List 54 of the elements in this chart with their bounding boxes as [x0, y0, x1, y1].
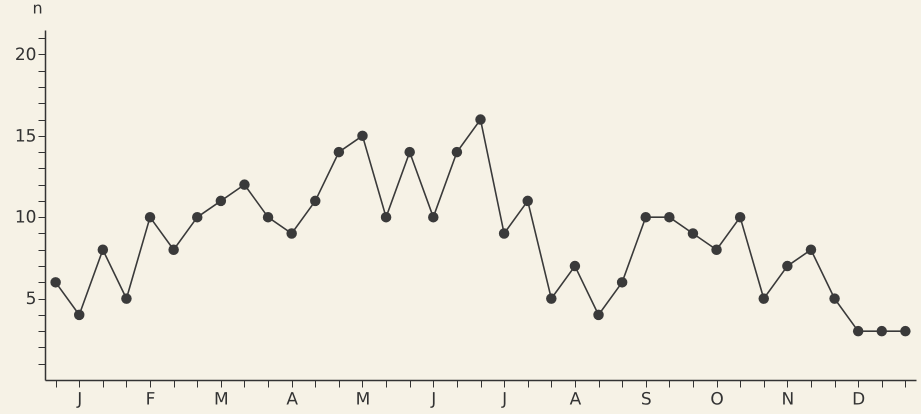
- point: [334, 146, 344, 158]
- x-tick-label: J: [430, 390, 436, 410]
- x-tick-label: N: [781, 390, 794, 410]
- point: [144, 212, 156, 222]
- point: [50, 277, 61, 288]
- point: [380, 212, 392, 222]
- point: [522, 196, 533, 206]
- point: [782, 260, 793, 272]
- point: [192, 212, 202, 222]
- point: [616, 277, 628, 288]
- point: [570, 260, 580, 272]
- point: [357, 130, 368, 142]
- y-tick-label: 10: [14, 208, 36, 228]
- y-tick-label: 15: [14, 126, 36, 146]
- point: [452, 146, 462, 158]
- x-tick-label: F: [146, 390, 156, 410]
- point: [74, 310, 84, 320]
- y-tick-label: 20: [14, 44, 36, 65]
- point: [758, 293, 769, 304]
- y-tick-label: 5: [26, 289, 36, 310]
- point: [734, 212, 746, 222]
- point: [404, 146, 415, 158]
- point: [310, 196, 321, 206]
- point: [498, 228, 510, 239]
- point: [262, 212, 274, 222]
- point: [216, 196, 226, 206]
- x-tick-label: J: [501, 390, 508, 410]
- x-tick-label: A: [570, 390, 582, 410]
- point: [876, 326, 888, 336]
- point: [640, 212, 651, 222]
- x-tick-label: M: [356, 390, 370, 410]
- x-tick-label: J: [76, 390, 82, 410]
- point: [593, 310, 604, 320]
- x-tick-label: M: [214, 390, 229, 410]
- point: [239, 179, 250, 190]
- point: [711, 244, 722, 255]
- point: [829, 293, 840, 304]
- point: [98, 244, 108, 255]
- point: [546, 293, 557, 304]
- point: [286, 228, 297, 239]
- x-tick-label: D: [852, 390, 866, 410]
- x-tick-label: A: [286, 390, 298, 410]
- point: [806, 244, 816, 255]
- point: [121, 293, 132, 304]
- x-tick-label: O: [710, 390, 724, 410]
- point: [852, 326, 864, 336]
- y-axis-title: n: [32, 0, 43, 18]
- point: [475, 114, 486, 125]
- point: [900, 326, 911, 336]
- point: [428, 212, 439, 222]
- point: [168, 244, 179, 255]
- x-tick-label: S: [640, 390, 652, 410]
- point: [688, 228, 698, 239]
- point: [664, 212, 675, 222]
